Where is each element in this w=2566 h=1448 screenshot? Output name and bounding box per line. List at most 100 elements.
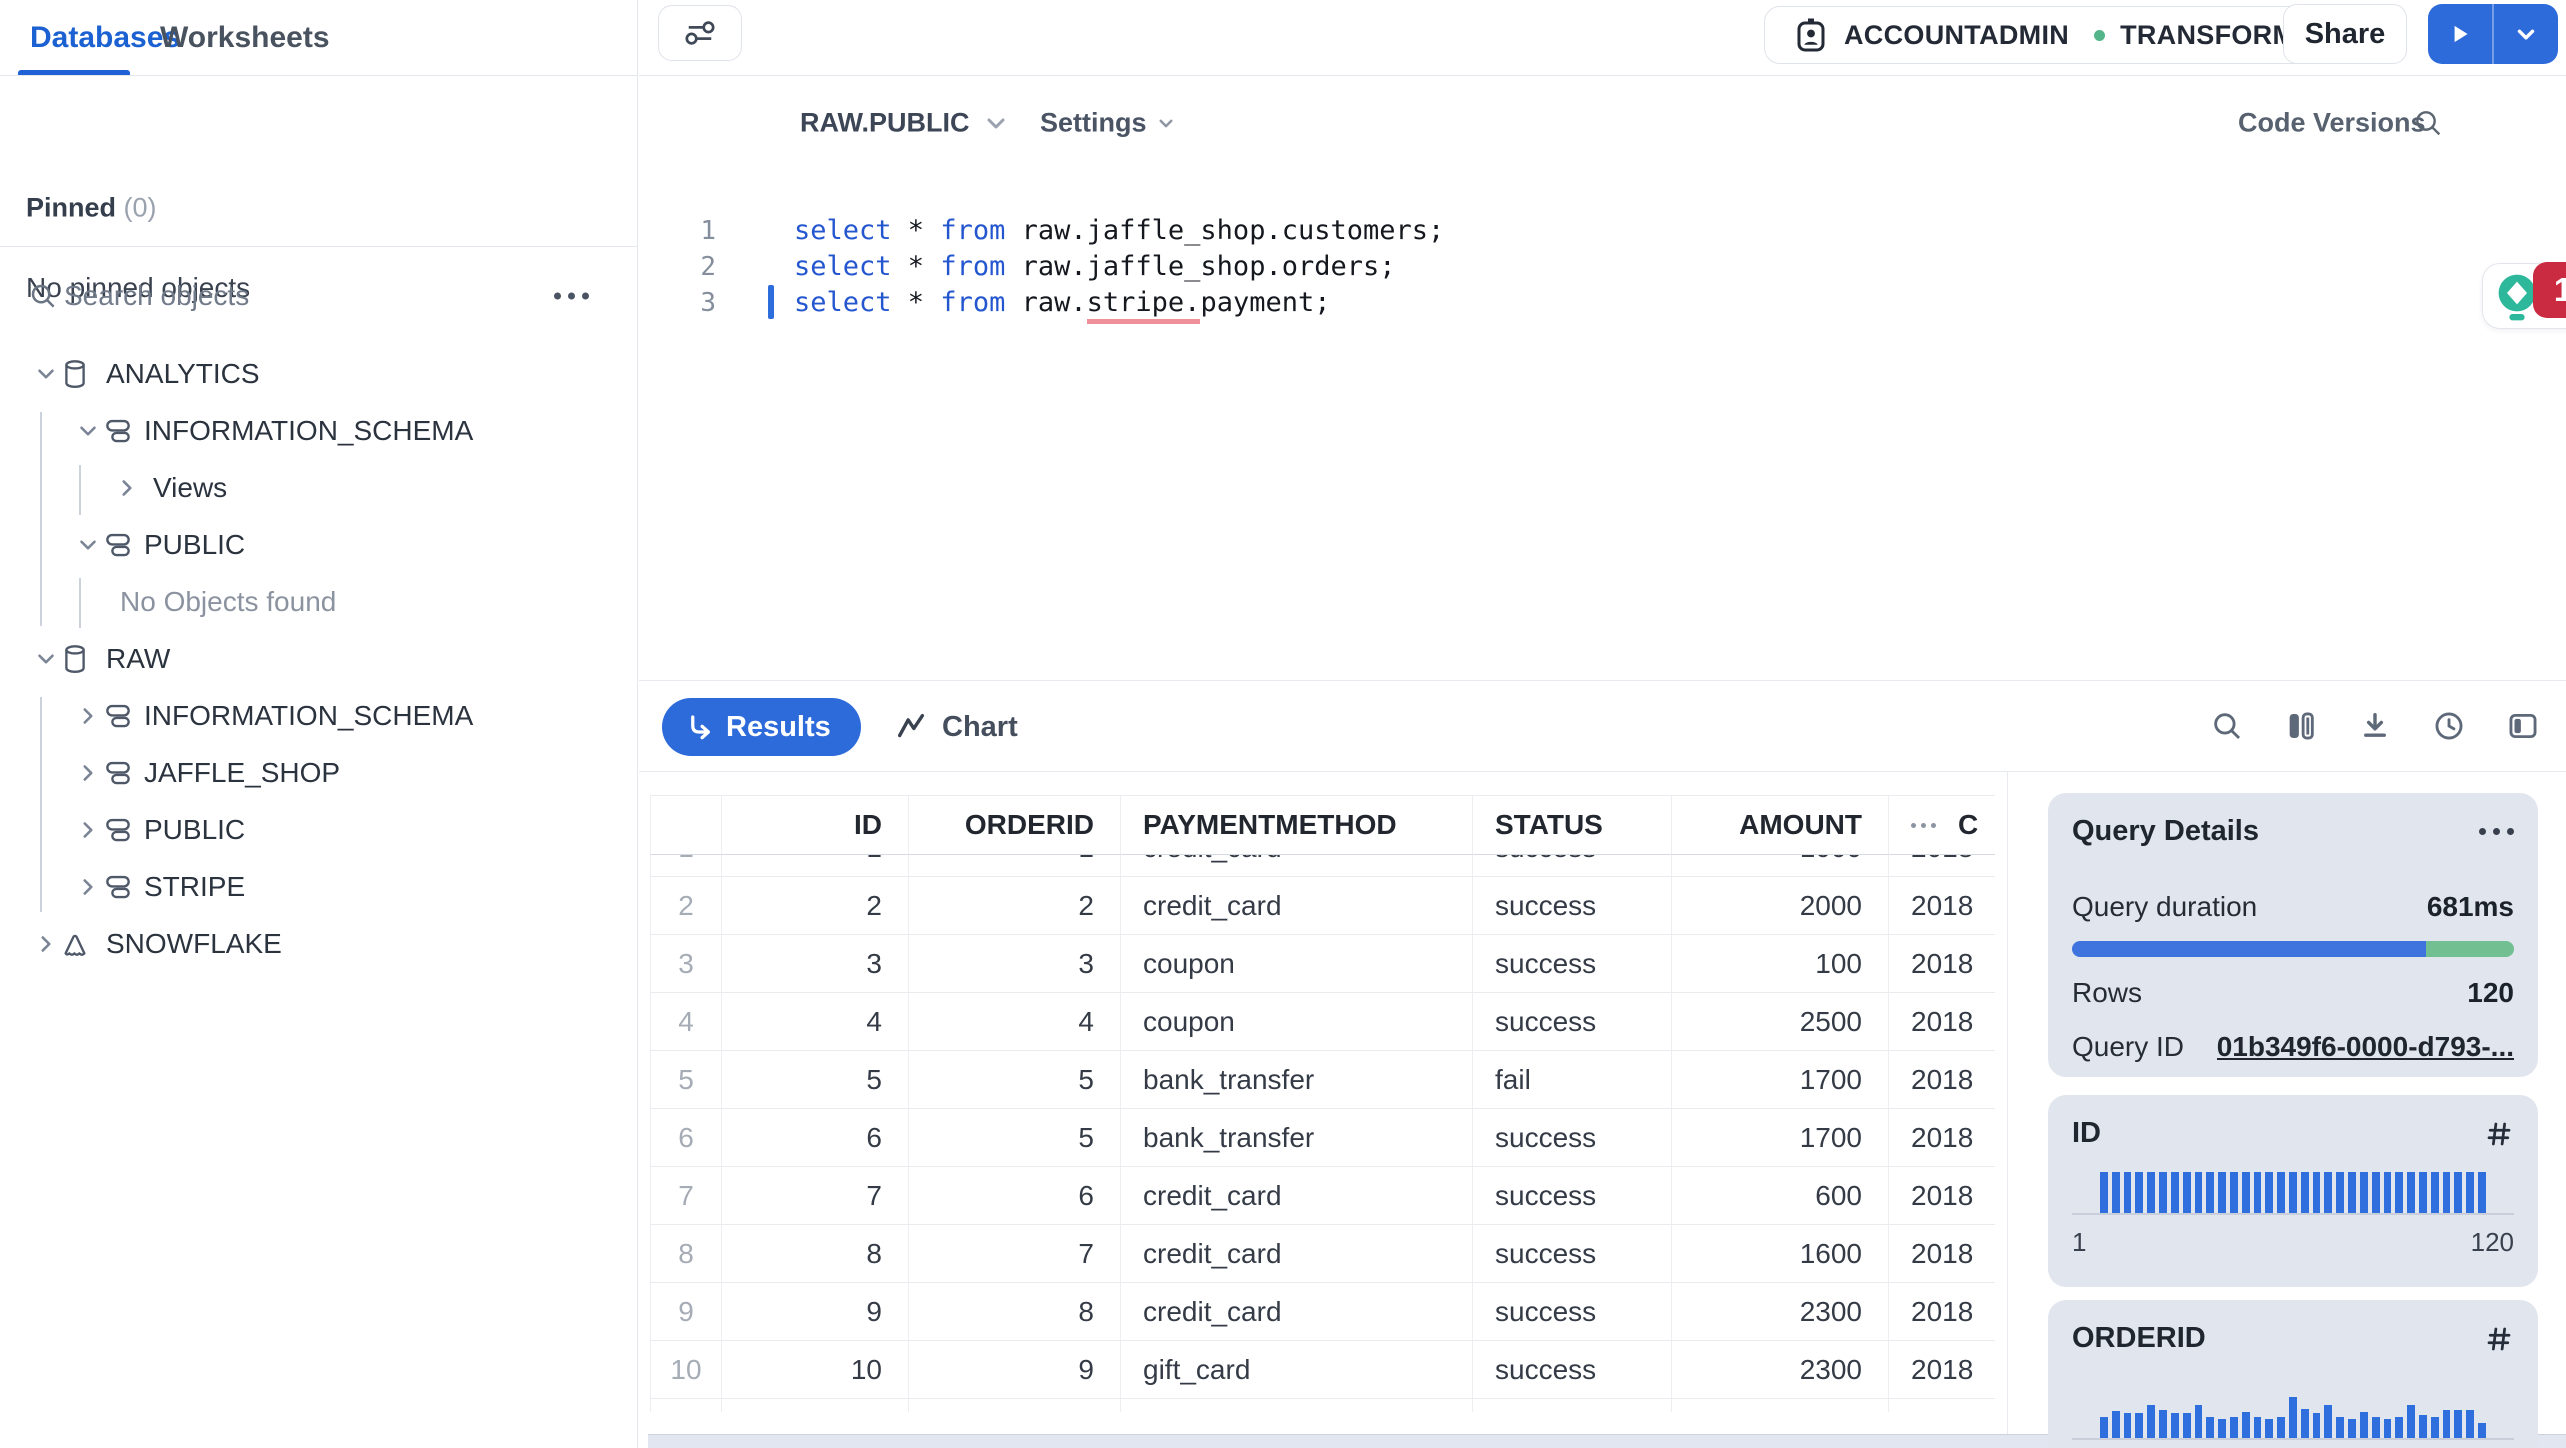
session-context-button[interactable]: ACCOUNTADMIN TRANSFORMING [1764, 6, 2374, 64]
histogram-bar [2371, 1417, 2380, 1438]
tab-results[interactable]: Results [662, 698, 861, 756]
histogram-bar [2170, 1413, 2179, 1438]
table-cell: 2300 [1672, 1283, 1889, 1341]
run-options-button[interactable] [2494, 4, 2558, 64]
search-results-icon[interactable] [2210, 709, 2244, 743]
tree-item-public[interactable]: PUBLIC [0, 516, 637, 573]
code-line-3[interactable]: 3 select * from raw.stripe.payment; [639, 285, 2566, 324]
histogram-bar [2100, 1172, 2108, 1213]
tab-worksheets[interactable]: Worksheets [160, 21, 330, 54]
table-cell: 9 [650, 1283, 722, 1341]
line-number: 3 [700, 288, 716, 318]
histogram-bar [2407, 1172, 2415, 1213]
table-cell: 2018 [1889, 855, 1995, 877]
results-tabbar: Results Chart [639, 680, 2566, 772]
table-cell: 1600 [1672, 1225, 1889, 1283]
editor-search-icon[interactable] [2412, 107, 2444, 139]
chevron-right-icon[interactable] [75, 817, 101, 843]
orderid-histogram[interactable] [2072, 1397, 2514, 1440]
partially-visible-row: 11 [650, 1399, 1995, 1412]
chevron-right-icon[interactable] [75, 760, 101, 786]
database-schema-selector[interactable]: RAW.PUBLIC [800, 108, 1008, 139]
query-id-label: Query ID [2072, 1031, 2185, 1062]
table-cell: 2018 [1889, 993, 1995, 1051]
column-header[interactable]: C [1889, 795, 1995, 855]
histogram-bar [2277, 1172, 2285, 1213]
tree-item-jaffle_shop[interactable]: JAFFLE_SHOP [0, 744, 637, 801]
table-cell: 7 [909, 1225, 1121, 1283]
settings-dropdown[interactable]: Settings [1040, 108, 1175, 139]
chevron-right-icon[interactable] [114, 475, 140, 501]
column-header[interactable]: ORDERID [909, 795, 1121, 855]
search-options-ellipsis-icon[interactable] [554, 292, 589, 300]
schema-icon [103, 815, 133, 845]
numeric-column-hash-icon[interactable] [2484, 1119, 2514, 1149]
tree-item-raw[interactable]: RAW [0, 630, 637, 687]
results-toolbar-icons [2210, 681, 2540, 771]
histogram-bar [2170, 1172, 2179, 1213]
table-cell: 6 [909, 1167, 1121, 1225]
tree-item-information_schema[interactable]: INFORMATION_SCHEMA [0, 402, 637, 459]
search-icon [28, 281, 58, 311]
chevron-right-icon[interactable] [33, 931, 59, 957]
code-versions-link[interactable]: Code Versions [2238, 107, 2426, 138]
column-overflow-ellipsis-icon[interactable] [1911, 822, 1936, 828]
table-cell: 6 [722, 1109, 909, 1167]
query-details-menu-ellipsis-icon[interactable] [2479, 828, 2514, 835]
histogram-bar [2336, 1172, 2345, 1213]
search-input[interactable] [64, 280, 484, 312]
table-row-2: 2 2 2 credit_card success 2000 2018 [650, 877, 1995, 935]
column-header[interactable]: AMOUNT [1672, 795, 1889, 855]
code-text: select * from raw.stripe.payment; [794, 285, 1330, 324]
histogram-bar [2135, 1413, 2144, 1438]
database-icon [60, 643, 90, 675]
tree-item-label: PUBLIC [144, 813, 246, 845]
histogram-bar [2241, 1412, 2250, 1438]
table-row-4: 4 4 4 coupon success 2500 2018 [650, 993, 1995, 1051]
share-button[interactable]: Share [2283, 4, 2407, 64]
results-tab-label: Results [726, 710, 831, 743]
column-header[interactable]: ID [722, 795, 909, 855]
column-header[interactable] [650, 795, 722, 855]
histogram-bar [2218, 1419, 2226, 1438]
chevron-down-icon[interactable] [75, 418, 101, 444]
history-icon[interactable] [2432, 709, 2466, 743]
histogram-bar [2324, 1172, 2333, 1213]
table-cell [1889, 1399, 1995, 1412]
tree-item-label: INFORMATION_SCHEMA [144, 699, 474, 731]
sql-editor[interactable]: 1 select * from raw.jaffle_shop.customers… [639, 170, 2566, 680]
code-line-2[interactable]: 2 select * from raw.jaffle_shop.orders; [639, 249, 2566, 285]
tree-item-information_schema[interactable]: INFORMATION_SCHEMA [0, 687, 637, 744]
tree-item-stripe[interactable]: STRIPE [0, 858, 637, 915]
code-line-1[interactable]: 1 select * from raw.jaffle_shop.customers… [639, 213, 2566, 249]
id-histogram[interactable] [2072, 1172, 2514, 1215]
copilot-suggestion-widget[interactable]: 1 [2482, 262, 2566, 329]
chevron-down-icon[interactable] [33, 646, 59, 672]
tree-guide [79, 578, 81, 628]
worksheet-filters-button[interactable] [658, 5, 742, 61]
column-header[interactable]: PAYMENTMETHOD [1121, 795, 1473, 855]
split-panel-icon[interactable] [2506, 709, 2540, 743]
histogram-bar [2289, 1397, 2297, 1438]
tab-chart[interactable]: Chart [894, 698, 1018, 756]
tree-item-views[interactable]: Views [0, 459, 637, 516]
query-id-link[interactable]: 01b349f6-0000-d793-... [2216, 1031, 2514, 1062]
tree-item-snowflake[interactable]: SNOWFLAKE [0, 915, 637, 972]
histogram-bar [2430, 1172, 2439, 1213]
table-cell: success [1473, 1109, 1672, 1167]
column-header[interactable]: STATUS [1473, 795, 1672, 855]
tree-item-public[interactable]: PUBLIC [0, 801, 637, 858]
chevron-down-icon[interactable] [75, 532, 101, 558]
numeric-column-hash-icon[interactable] [2484, 1324, 2514, 1354]
table-cell: 2018 [1889, 1283, 1995, 1341]
tree-item-label: PUBLIC [144, 528, 246, 560]
tab-databases[interactable]: Databases [30, 21, 181, 54]
chevron-right-icon[interactable] [75, 703, 101, 729]
chevron-down-icon[interactable] [33, 361, 59, 387]
columns-icon[interactable] [2284, 709, 2318, 743]
run-button[interactable] [2428, 4, 2494, 64]
tree-item-analytics[interactable]: ANALYTICS [0, 345, 637, 402]
chevron-right-icon[interactable] [75, 874, 101, 900]
histogram-bar [2336, 1417, 2345, 1438]
download-icon[interactable] [2358, 709, 2392, 743]
